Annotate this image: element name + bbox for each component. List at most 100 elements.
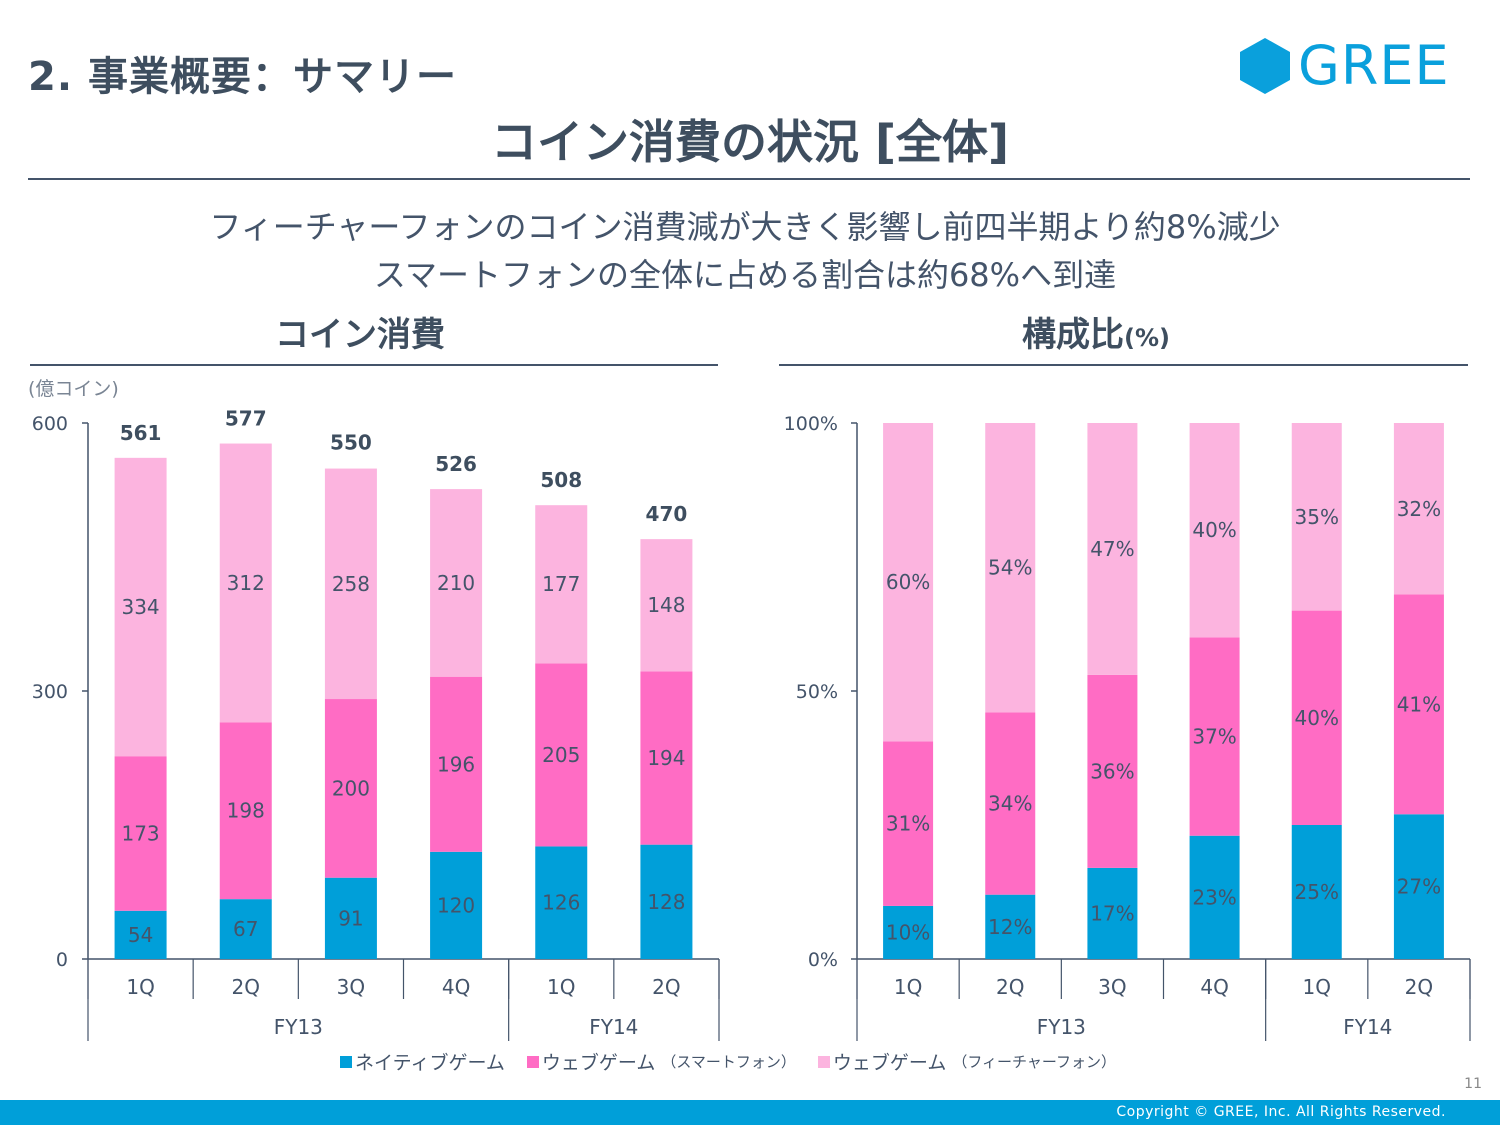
coin-data-label: 200 (332, 776, 370, 800)
share-data-label: 40% (1192, 518, 1236, 542)
share-y-tick-label: 50% (796, 681, 838, 703)
copyright-text: Copyright © GREE, Inc. All Rights Reserv… (1116, 1104, 1446, 1120)
share-y-tick-label: 100% (784, 413, 838, 435)
coin-group-label: FY14 (589, 1015, 638, 1039)
hexagon-logo-icon (1240, 38, 1290, 94)
coin-group-label: FY13 (274, 1015, 323, 1039)
legend-label: ウェブゲーム (541, 1052, 656, 1074)
legend-sublabel: （スマートフォン） (661, 1053, 796, 1071)
coin-y-tick-label: 0 (56, 949, 68, 971)
share-bar-segment-web-smartphone (1087, 674, 1138, 868)
coin-data-label: 128 (647, 890, 685, 914)
share-data-label: 27% (1397, 875, 1441, 899)
subtitle-line-1: フィーチャーフォンのコイン消費減が大きく影響し前四半期より約8%減少 (209, 208, 1281, 246)
coin-bar-segment-web-featurephone (114, 457, 167, 757)
share-data-label: 47% (1090, 537, 1134, 561)
page-title: コイン消費の状況 [全体] (490, 115, 1010, 169)
coin-data-label: 210 (437, 571, 475, 595)
share-data-label: 25% (1295, 880, 1339, 904)
coin-data-label: 91 (338, 906, 363, 930)
coin-bar-segment-web-featurephone (430, 489, 483, 677)
share-bar-segment-web-featurephone (1189, 423, 1240, 638)
coin-data-label: 258 (332, 572, 370, 596)
subtitle-line-2: スマートフォンの全体に占める割合は約68%へ到達 (373, 256, 1117, 294)
share-bar-segment-native (1087, 867, 1138, 959)
coin-y-tick-label: 600 (32, 413, 68, 435)
share-bar-segment-web-featurephone (1087, 423, 1138, 675)
footer-bar: Copyright © GREE, Inc. All Rights Reserv… (0, 1100, 1500, 1125)
share-bar-segment-native (1291, 825, 1342, 959)
share-x-tick-label: 4Q (1200, 975, 1228, 999)
coin-data-label: 177 (542, 572, 580, 596)
share-data-label: 23% (1192, 885, 1236, 909)
left-chart-divider (30, 364, 718, 366)
share-bar-segment-native (1393, 814, 1444, 959)
coin-bar-segment-native (535, 846, 588, 959)
share-data-label: 40% (1295, 706, 1339, 730)
coin-data-label: 194 (647, 746, 685, 770)
share-y-tick-label: 0% (808, 949, 838, 971)
coin-bar-segment-native (430, 851, 483, 959)
share-bar-segment-web-smartphone (1291, 610, 1342, 825)
share-x-tick-label: 1Q (1303, 975, 1331, 999)
coin-bar-segment-native (114, 910, 167, 959)
legend-item-native: ネイティブゲーム (340, 1048, 505, 1075)
share-data-label: 32% (1397, 497, 1441, 521)
chart-legend: ネイティブゲーム ウェブゲーム （スマートフォン） ウェブゲーム （フィーチャー… (340, 1048, 1138, 1075)
coin-data-label: 173 (121, 821, 159, 845)
coin-bar-segment-native (219, 899, 272, 959)
coin-total-label: 526 (435, 452, 477, 476)
coin-bar-segment-web-smartphone (114, 756, 167, 911)
coin-bar-segment-web-smartphone (640, 671, 693, 845)
share-bar-segment-web-featurephone (985, 423, 1036, 713)
gree-logo: GREE (1240, 38, 1450, 94)
coin-data-label: 67 (233, 917, 258, 941)
share-x-tick-label: 2Q (996, 975, 1024, 999)
title-divider (28, 178, 1470, 180)
composition-heading-suffix: (%) (1124, 324, 1170, 352)
coin-total-label: 561 (120, 421, 162, 445)
share-bar-segment-native (985, 894, 1036, 959)
share-bar-segment-web-smartphone (1189, 637, 1240, 836)
legend-item-web-smartphone: ウェブゲーム （スマートフォン） (526, 1048, 796, 1075)
logo-text: GREE (1298, 34, 1450, 97)
coin-bar-segment-web-featurephone (640, 539, 693, 672)
composition-heading: 構成比(%) (1022, 307, 1170, 356)
coin-bar-segment-web-featurephone (219, 443, 272, 723)
coin-x-tick-label: 2Q (652, 975, 680, 999)
coin-x-tick-label: 3Q (337, 975, 365, 999)
share-bar-segment-web-featurephone (883, 423, 934, 742)
coin-bar-segment-web-smartphone (430, 676, 483, 852)
coin-data-label: 126 (542, 891, 580, 915)
share-data-label: 12% (988, 915, 1032, 939)
coin-unit-label: (億コイン) (28, 378, 119, 400)
legend-swatch-web-featurephone (817, 1055, 830, 1068)
legend-sublabel: （フィーチャーフォン） (952, 1053, 1117, 1071)
share-bar-segment-native (1189, 835, 1240, 959)
coin-x-tick-label: 4Q (442, 975, 470, 999)
share-bar-segment-web-featurephone (1291, 423, 1342, 611)
legend-label: ウェブゲーム (832, 1052, 947, 1074)
coin-bar-segment-web-featurephone (324, 468, 377, 700)
share-x-tick-label: 2Q (1405, 975, 1433, 999)
share-data-label: 35% (1295, 505, 1339, 529)
page-number: 11 (1464, 1076, 1482, 1092)
share-data-label: 36% (1090, 759, 1134, 783)
coin-x-tick-label: 1Q (126, 975, 154, 999)
coin-bar-segment-web-smartphone (219, 722, 272, 900)
composition-heading-text: 構成比 (1022, 315, 1124, 355)
legend-swatch-native (340, 1055, 352, 1068)
coin-total-label: 508 (540, 468, 582, 492)
coin-x-tick-label: 1Q (547, 975, 575, 999)
share-data-label: 10% (886, 920, 930, 944)
coin-total-label: 550 (330, 431, 372, 455)
coin-data-label: 205 (542, 743, 580, 767)
share-data-label: 41% (1397, 692, 1441, 716)
coin-data-label: 54 (128, 923, 153, 947)
coin-bar-segment-web-smartphone (535, 663, 588, 847)
share-x-tick-label: 1Q (894, 975, 922, 999)
share-group-label: FY13 (1037, 1015, 1086, 1039)
section-title: 2. 事業概要：サマリー (28, 54, 457, 100)
share-bar-segment-native (883, 905, 934, 959)
coin-x-tick-label: 2Q (232, 975, 260, 999)
